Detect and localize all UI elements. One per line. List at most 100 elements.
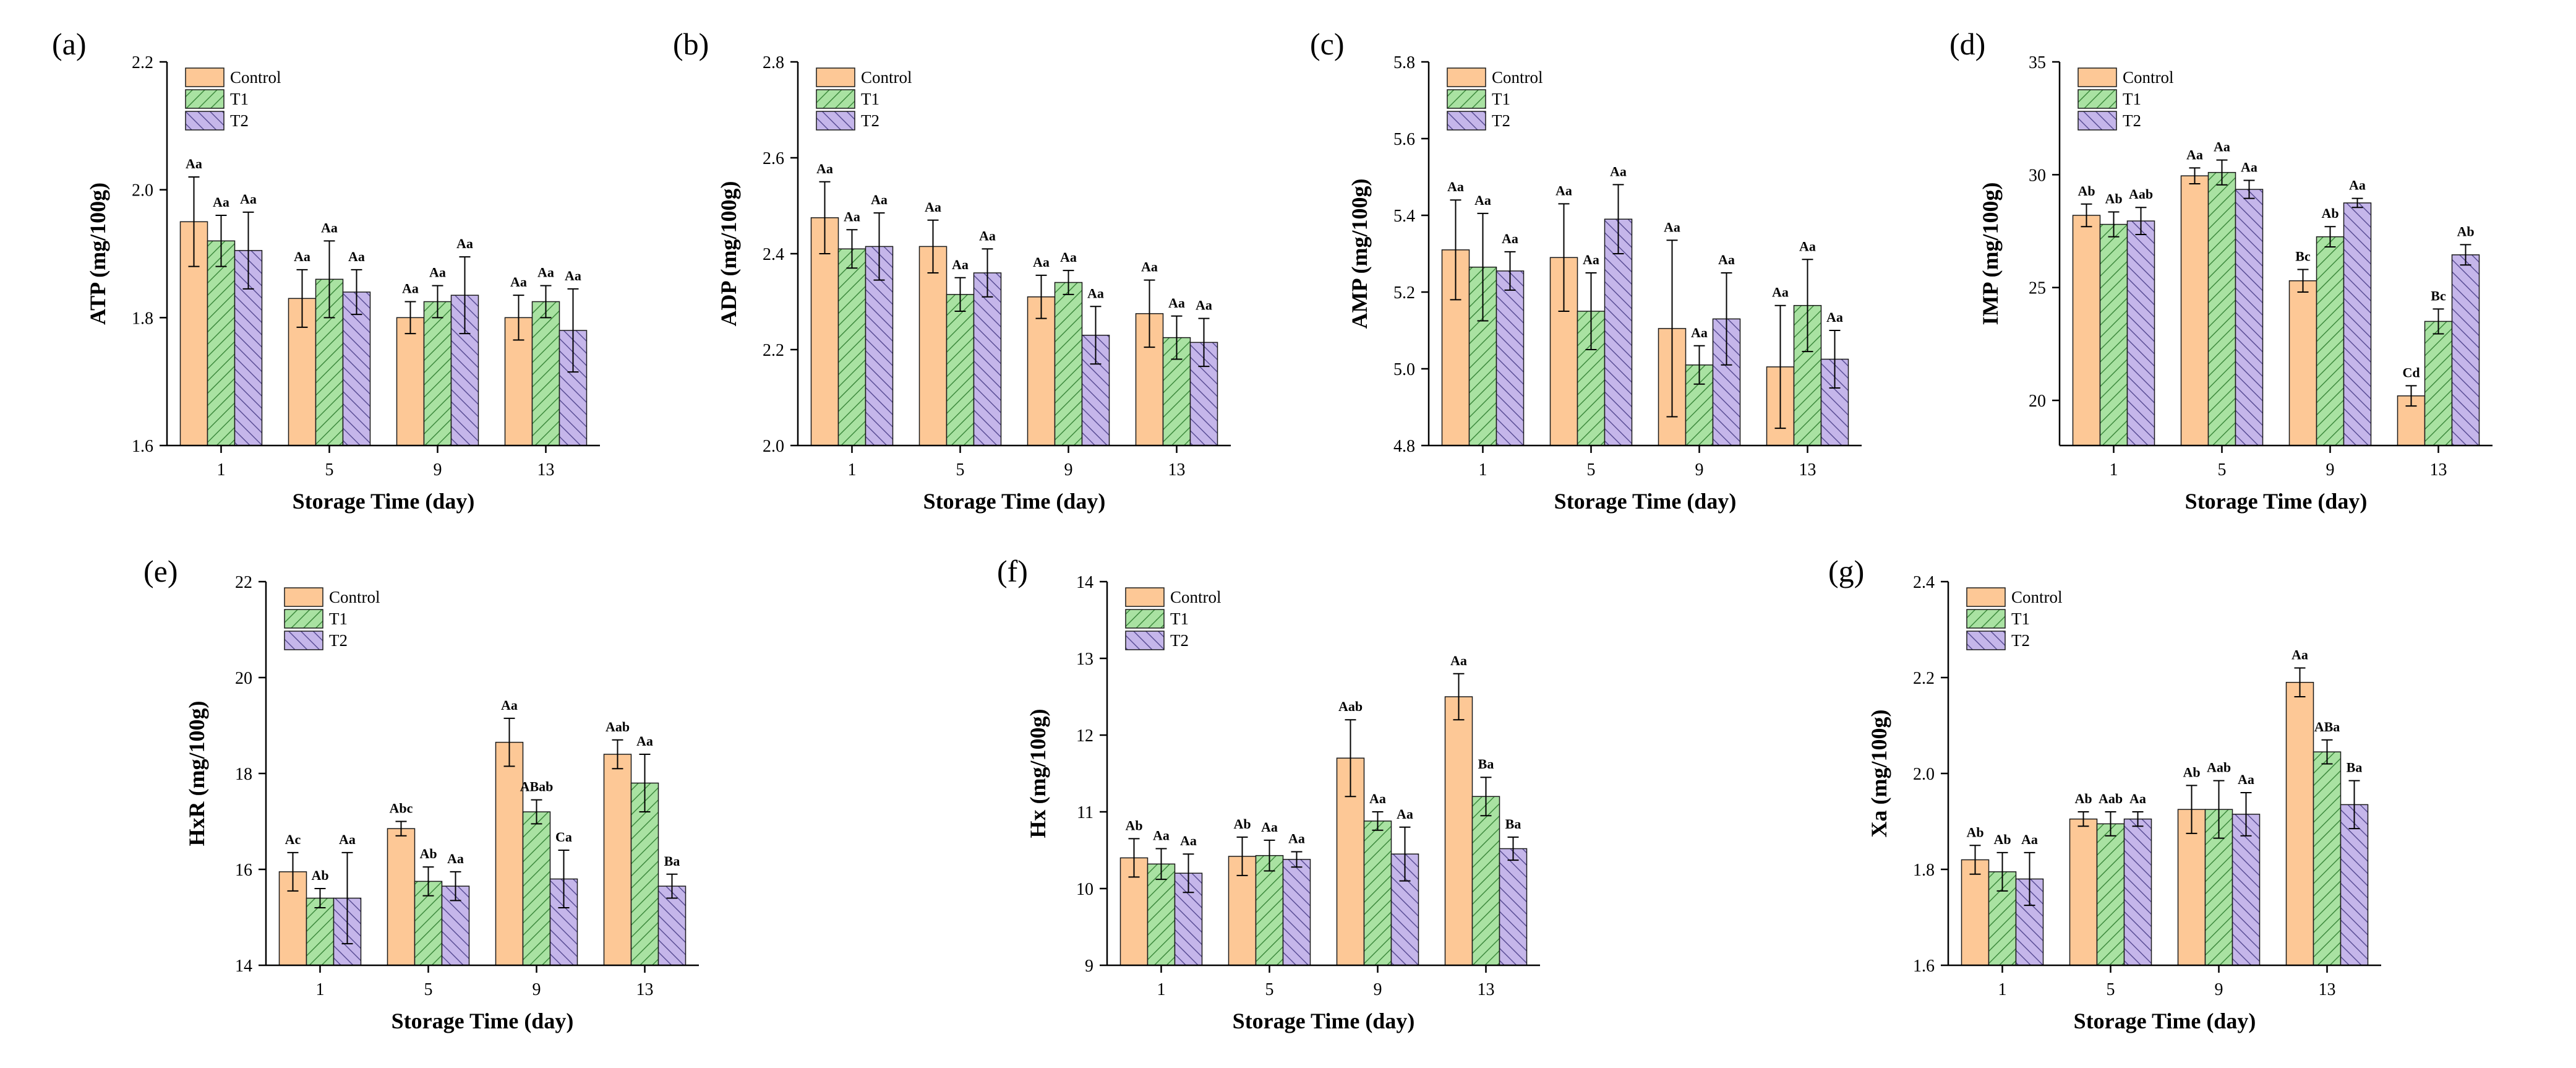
- bar-t1: [207, 240, 236, 446]
- x-tick-label: 9: [1374, 980, 1382, 999]
- significance-label: Aa: [979, 228, 996, 243]
- x-axis-title: Storage Time (day): [1554, 489, 1737, 514]
- y-tick-label: 2.0: [763, 437, 784, 456]
- significance-label: Aa: [294, 249, 310, 264]
- legend-swatch-control: [816, 67, 855, 87]
- legend-swatch-t2: [1125, 631, 1165, 650]
- legend-label: Control: [230, 68, 281, 87]
- significance-label: Ab: [1233, 816, 1251, 832]
- x-tick-label: 9: [2215, 980, 2223, 999]
- significance-label: Aa: [501, 697, 518, 713]
- legend-label: T2: [1492, 111, 1510, 130]
- x-tick-label: 1: [2110, 460, 2118, 480]
- bar-t2: [2451, 254, 2480, 446]
- bar-t1: [837, 248, 867, 446]
- significance-label: Aa: [871, 192, 888, 207]
- bar-control: [1027, 296, 1056, 446]
- panel-label: (e): [143, 554, 178, 588]
- chart-panel: (a) Aa Aa Aa Aa Aa Aa Aa Aa Aa Aa Aa Aa 1.6 1.8 2.0 2.2 1…: [52, 27, 600, 514]
- y-tick-label: 5.8: [1393, 53, 1415, 72]
- significance-label: Aa: [1288, 830, 1305, 846]
- significance-label: Aa: [2129, 791, 2146, 806]
- y-tick-label: 25: [2029, 279, 2046, 298]
- legend-swatch-t1: [1125, 609, 1165, 629]
- chart-panel: (f) Ab Ab Aab Aa Aa Aa Aa Ba Aa Aa Aa Ba 9 10 11 12 13 14 1…: [997, 554, 1540, 1033]
- significance-label: Aa: [1826, 309, 1843, 325]
- significance-label: ABab: [520, 779, 554, 795]
- significance-label: Aa: [1450, 653, 1467, 668]
- y-tick-label: 20: [235, 669, 252, 688]
- x-axis-title: Storage Time (day): [923, 489, 1106, 514]
- y-tick-label: 11: [1077, 803, 1093, 822]
- significance-label: Aab: [605, 719, 630, 734]
- bar-control: [387, 828, 416, 966]
- bar-t1: [1147, 863, 1176, 966]
- significance-label: Aab: [1338, 699, 1363, 714]
- x-tick-label: 1: [1157, 980, 1166, 999]
- legend-label: T1: [1492, 90, 1510, 108]
- legend-label: Control: [1492, 68, 1543, 87]
- legend-label: T2: [329, 631, 348, 650]
- x-tick-label: 5: [1265, 980, 1274, 999]
- significance-label: Aa: [1718, 252, 1735, 267]
- significance-label: Bc: [2431, 288, 2446, 303]
- significance-label: Aa: [348, 249, 365, 264]
- bar-t2: [2340, 804, 2369, 966]
- significance-label: Ba: [1505, 816, 1521, 832]
- legend-label: T1: [329, 609, 348, 628]
- panel-label: (b): [673, 27, 709, 61]
- legend-swatch-control: [1447, 67, 1486, 87]
- significance-label: Aa: [186, 156, 202, 171]
- y-tick-label: 2.0: [132, 181, 153, 200]
- legend: Control T1 T2: [1447, 67, 1543, 131]
- significance-label: Aa: [1060, 249, 1077, 265]
- x-tick-label: 1: [217, 460, 226, 480]
- x-tick-label: 5: [325, 460, 334, 480]
- significance-label: Aab: [2207, 760, 2231, 775]
- y-axis-title: ADP (mg/100g): [716, 181, 741, 327]
- chart-panel: (g) Ab Ab Ab Aa Ab Aab Aab ABa Aa Aa Aa Ba 1.6 1.8 2.0 2…: [1828, 554, 2381, 1033]
- legend-label: T2: [861, 111, 879, 130]
- legend-swatch-t1: [816, 89, 855, 109]
- significance-label: Aa: [1555, 183, 1572, 198]
- significance-label: Aa: [1087, 285, 1104, 301]
- significance-label: Aa: [2214, 139, 2230, 155]
- significance-label: Aa: [339, 832, 356, 847]
- x-tick-label: 13: [1478, 980, 1495, 999]
- x-axis-title: Storage Time (day): [2074, 1009, 2256, 1033]
- bar-control: [918, 246, 948, 446]
- bar-t2: [1496, 270, 1525, 446]
- y-tick-label: 10: [1076, 880, 1093, 899]
- y-tick-label: 1.6: [1913, 957, 1935, 976]
- significance-label: Ab: [1993, 832, 2011, 847]
- significance-label: Ab: [419, 846, 437, 861]
- legend-label: T2: [2011, 631, 2030, 650]
- bar-t1: [531, 301, 560, 446]
- chart-panel: (b) Aa Aa Aa Aa Aa Aa Aa Aa Aa Aa Aa Aa 2.0 2.2 2.4 2.6 2…: [673, 27, 1231, 514]
- y-tick-label: 14: [235, 957, 252, 976]
- x-tick-label: 5: [1587, 460, 1596, 480]
- significance-label: Aa: [1369, 791, 1386, 806]
- legend-swatch-t2: [185, 111, 225, 131]
- legend-swatch-control: [2077, 67, 2117, 87]
- x-tick-label: 5: [956, 460, 965, 480]
- significance-label: Ba: [1478, 756, 1494, 772]
- significance-label: Aa: [1153, 828, 1170, 843]
- bar-control: [2285, 682, 2314, 966]
- legend-swatch-control: [284, 587, 323, 607]
- legend: Control T1 T2: [816, 67, 912, 131]
- significance-label: Aa: [2238, 772, 2254, 787]
- bar-t1: [522, 811, 551, 966]
- significance-label: Aa: [1168, 295, 1185, 311]
- y-tick-label: 5.4: [1393, 207, 1415, 226]
- legend-label: T1: [1170, 609, 1189, 628]
- y-axis-title: IMP (mg/100g): [1978, 183, 2003, 325]
- y-tick-label: 5.2: [1393, 283, 1415, 303]
- significance-label: Aa: [1261, 819, 1278, 835]
- y-axis-title: HxR (mg/100g): [184, 701, 209, 846]
- significance-label: Aa: [1180, 833, 1197, 848]
- legend-swatch-t1: [1966, 609, 2006, 629]
- bar-control: [2288, 280, 2317, 446]
- y-tick-label: 16: [235, 861, 252, 880]
- x-tick-label: 9: [1695, 460, 1704, 480]
